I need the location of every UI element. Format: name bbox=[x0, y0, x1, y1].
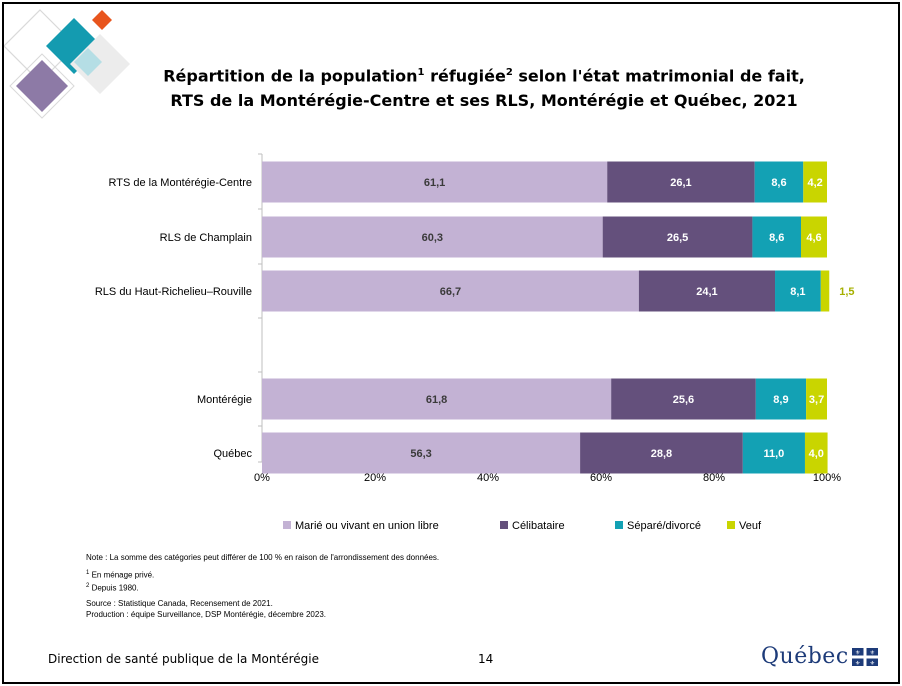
page-number: 14 bbox=[478, 652, 494, 666]
bar-segment bbox=[262, 378, 612, 420]
data-label: 8,6 bbox=[771, 177, 786, 189]
category-label: RTS de la Montérégie-Centre bbox=[109, 177, 252, 189]
legend-swatch bbox=[727, 521, 735, 529]
diamond-orange bbox=[92, 10, 112, 30]
x-tick-label: 80% bbox=[703, 472, 725, 484]
data-label: 25,6 bbox=[673, 394, 694, 406]
chart-title: Répartition de la population1 réfugiée2 … bbox=[134, 60, 834, 113]
bar-segment bbox=[820, 270, 830, 312]
data-label: 28,8 bbox=[651, 448, 672, 460]
data-label: 24,1 bbox=[696, 286, 717, 298]
data-label: 4,0 bbox=[809, 448, 824, 460]
data-label: 61,1 bbox=[424, 177, 445, 189]
decorative-diamonds-logo bbox=[4, 9, 130, 119]
footnote-1: 1 En ménage privé. bbox=[86, 570, 155, 580]
data-label: 26,1 bbox=[670, 177, 691, 189]
production-note: Production : équipe Surveillance, DSP Mo… bbox=[86, 610, 326, 620]
x-tick-label: 0% bbox=[254, 472, 270, 484]
quebec-wordmark: Québec bbox=[761, 644, 849, 669]
data-label: 3,7 bbox=[809, 394, 824, 406]
data-label: 8,9 bbox=[773, 394, 788, 406]
category-label: Montérégie bbox=[197, 394, 252, 406]
legend-label: Célibataire bbox=[512, 520, 565, 532]
chart-title-line2: RTS de la Montérégie-Centre et ses RLS, … bbox=[170, 91, 798, 111]
data-label: 66,7 bbox=[440, 286, 461, 298]
data-label: 4,2 bbox=[807, 177, 822, 189]
quebec-logo: Québec ⚜ ⚜ ⚜ ⚜ bbox=[761, 644, 878, 669]
data-label: 1,5 bbox=[839, 286, 854, 298]
svg-text:⚜: ⚜ bbox=[869, 660, 874, 666]
bar-segment bbox=[754, 161, 804, 203]
data-label: 8,6 bbox=[769, 232, 784, 244]
bar-segment bbox=[262, 432, 581, 474]
legend-label: Séparé/divorcé bbox=[627, 520, 701, 532]
legend-label: Veuf bbox=[739, 520, 762, 532]
legend-swatch bbox=[615, 521, 623, 529]
bar-segment bbox=[806, 378, 827, 420]
bar-segment bbox=[262, 270, 639, 312]
data-label: 26,5 bbox=[667, 232, 688, 244]
bar-segment bbox=[602, 216, 753, 258]
x-tick-label: 60% bbox=[590, 472, 612, 484]
bar-segment bbox=[804, 432, 828, 474]
data-label: 4,6 bbox=[806, 232, 821, 244]
rounding-note: Note : La somme des catégories peut diff… bbox=[86, 553, 440, 562]
legend-swatch bbox=[500, 521, 508, 529]
bar-segment bbox=[803, 161, 827, 203]
svg-text:⚜: ⚜ bbox=[855, 649, 860, 656]
category-label: Québec bbox=[213, 448, 252, 460]
fleur-de-lis-flag-icon: ⚜ ⚜ ⚜ ⚜ bbox=[851, 647, 878, 666]
chart-title-line1: Répartition de la population1 réfugiée2 … bbox=[163, 66, 805, 86]
bar-segment bbox=[752, 216, 802, 258]
legend-label: Marié ou vivant en union libre bbox=[295, 520, 439, 532]
bar-segment bbox=[580, 432, 743, 474]
category-label: RLS du Haut-Richelieu–Rouville bbox=[95, 286, 252, 298]
x-tick-label: 100% bbox=[813, 472, 841, 484]
data-label: 56,3 bbox=[410, 448, 431, 460]
svg-text:⚜: ⚜ bbox=[855, 660, 860, 666]
data-label: 8,1 bbox=[790, 286, 805, 298]
bar-segment bbox=[638, 270, 776, 312]
data-label: 61,8 bbox=[426, 394, 447, 406]
legend-swatch bbox=[283, 521, 291, 529]
chart-notes: Note : La somme des catégories peut diff… bbox=[86, 552, 439, 620]
stacked-bar-chart: RTS de la Montérégie-Centre 61,1 26,1 8,6 4,… bbox=[95, 153, 855, 532]
x-tick-label: 20% bbox=[364, 472, 386, 484]
bar-segment bbox=[755, 378, 807, 420]
bar-segment bbox=[801, 216, 827, 258]
data-label: 60,3 bbox=[422, 232, 443, 244]
bar-segment bbox=[611, 378, 756, 420]
footnote-2: 2 Depuis 1980. bbox=[86, 582, 139, 593]
x-tick-label: 40% bbox=[477, 472, 499, 484]
diamond-overlap bbox=[74, 48, 102, 76]
svg-text:⚜: ⚜ bbox=[869, 649, 874, 656]
bar-segment bbox=[742, 432, 805, 474]
footer-organization: Direction de santé publique de la Montér… bbox=[48, 652, 319, 666]
bar-segment bbox=[262, 161, 608, 203]
diamond-outline-small bbox=[9, 53, 75, 119]
data-label: 11,0 bbox=[763, 448, 784, 460]
category-label: RLS de Champlain bbox=[160, 232, 252, 244]
bar-segment bbox=[607, 161, 755, 203]
diamond-purple bbox=[16, 60, 68, 112]
bar-segment bbox=[775, 270, 821, 312]
source-note: Source : Statistique Canada, Recensement… bbox=[86, 599, 273, 609]
bar-segment bbox=[262, 216, 603, 258]
